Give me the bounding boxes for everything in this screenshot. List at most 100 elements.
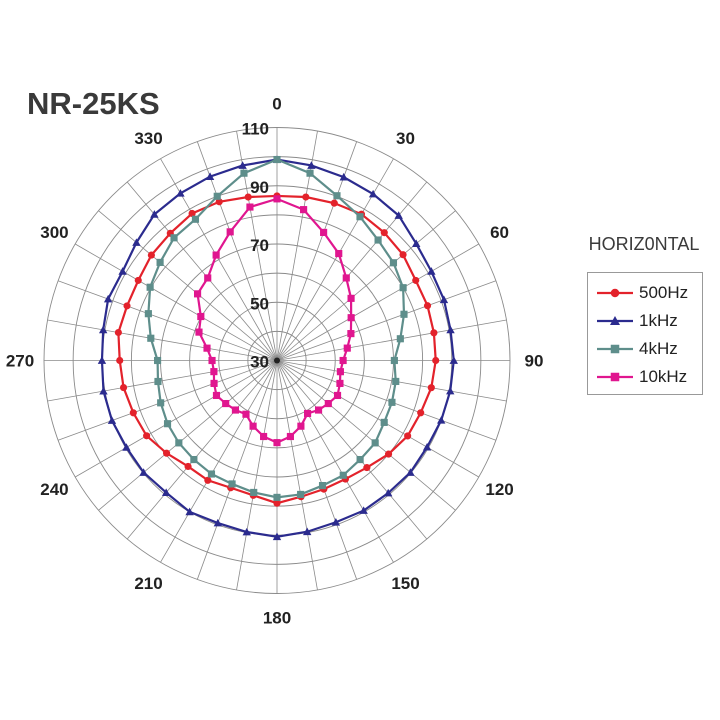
data-point	[213, 518, 223, 527]
data-point	[432, 356, 440, 365]
data-point	[423, 302, 432, 310]
data-point	[244, 193, 252, 201]
data-point	[339, 471, 347, 479]
data-point	[356, 455, 364, 464]
data-point	[335, 249, 343, 258]
grid-spoke	[236, 130, 278, 361]
data-point	[610, 316, 620, 325]
grid-spoke	[276, 319, 507, 361]
data-point	[439, 295, 449, 304]
angle-tick-label: 210	[134, 574, 162, 593]
data-point	[446, 325, 455, 334]
grid-spoke	[126, 181, 278, 361]
data-point	[300, 206, 308, 214]
data-point	[204, 476, 212, 484]
data-point	[273, 439, 281, 447]
angle-tick-label: 240	[40, 480, 68, 499]
data-point	[359, 506, 368, 514]
data-point	[250, 488, 258, 497]
grid-spoke	[47, 319, 278, 361]
data-point	[238, 161, 247, 169]
data-point	[213, 192, 221, 200]
data-point	[417, 409, 425, 417]
data-point	[99, 386, 108, 395]
legend-item: 1kHz	[588, 307, 702, 335]
data-point	[412, 276, 420, 284]
data-point	[399, 251, 407, 259]
grid-spoke	[57, 360, 278, 441]
angle-tick-label: 120	[485, 480, 513, 499]
data-point	[139, 468, 148, 476]
data-point	[368, 189, 378, 198]
data-point	[324, 399, 332, 408]
grid-spoke	[276, 360, 318, 591]
data-point	[390, 356, 398, 365]
data-point	[610, 372, 620, 382]
data-point	[146, 283, 154, 291]
legend-title: HORIZ0NTAL	[588, 234, 700, 254]
grid-spoke	[276, 210, 456, 361]
grid-spoke	[75, 243, 278, 361]
data-point	[123, 302, 131, 310]
grid-spoke	[75, 360, 278, 478]
data-point	[380, 229, 388, 237]
legend-swatch	[597, 344, 633, 354]
grid-spoke	[236, 360, 278, 591]
data-point	[273, 499, 281, 507]
angle-tick-label: 90	[525, 352, 544, 371]
data-point	[449, 356, 458, 364]
data-point	[150, 210, 159, 218]
legend-item: 10kHz	[588, 363, 702, 391]
grid-spoke	[276, 360, 479, 478]
data-point	[333, 192, 341, 200]
data-point	[339, 172, 348, 181]
data-point	[188, 209, 196, 218]
data-point	[194, 290, 202, 298]
grid-spoke	[276, 360, 428, 540]
radial-tick-label: 70	[250, 236, 269, 255]
data-point	[394, 211, 403, 219]
data-point	[212, 251, 220, 259]
data-point	[114, 328, 122, 337]
data-point	[392, 377, 400, 386]
data-point	[333, 391, 342, 400]
data-point	[446, 386, 455, 395]
grid-spoke	[276, 141, 358, 361]
data-point	[170, 234, 178, 242]
radial-tick-labels: 30 50 70 90 110	[242, 120, 269, 372]
legend-swatch	[597, 288, 633, 298]
data-point	[207, 470, 216, 478]
data-point	[422, 442, 432, 451]
legend-label: 4kHz	[639, 339, 678, 358]
data-point	[215, 198, 223, 206]
data-point	[297, 422, 305, 430]
data-point	[203, 344, 211, 352]
data-point	[190, 455, 198, 464]
data-point	[119, 383, 128, 392]
legend-label: 10kHz	[639, 367, 688, 386]
series-4khz	[144, 155, 408, 501]
grid-spoke	[276, 130, 318, 361]
angle-tick-label: 300	[40, 223, 68, 242]
data-point	[356, 213, 364, 221]
data-point	[342, 274, 350, 282]
grid-spoke	[98, 360, 278, 511]
angle-tick-label: 0	[272, 95, 281, 114]
data-point	[197, 312, 205, 321]
data-point	[157, 399, 165, 407]
data-point	[399, 284, 407, 292]
series-10khz	[194, 195, 355, 447]
polar-grid	[43, 127, 511, 594]
data-point	[260, 432, 268, 441]
data-point	[396, 335, 404, 343]
data-point	[191, 215, 200, 223]
data-point	[347, 314, 355, 322]
data-point	[347, 294, 355, 302]
grid-spoke	[196, 360, 278, 580]
data-point	[273, 195, 281, 203]
data-point	[103, 294, 113, 303]
data-point	[286, 432, 294, 441]
grid-spoke	[276, 243, 479, 361]
data-point	[306, 169, 314, 177]
data-point	[210, 379, 218, 387]
